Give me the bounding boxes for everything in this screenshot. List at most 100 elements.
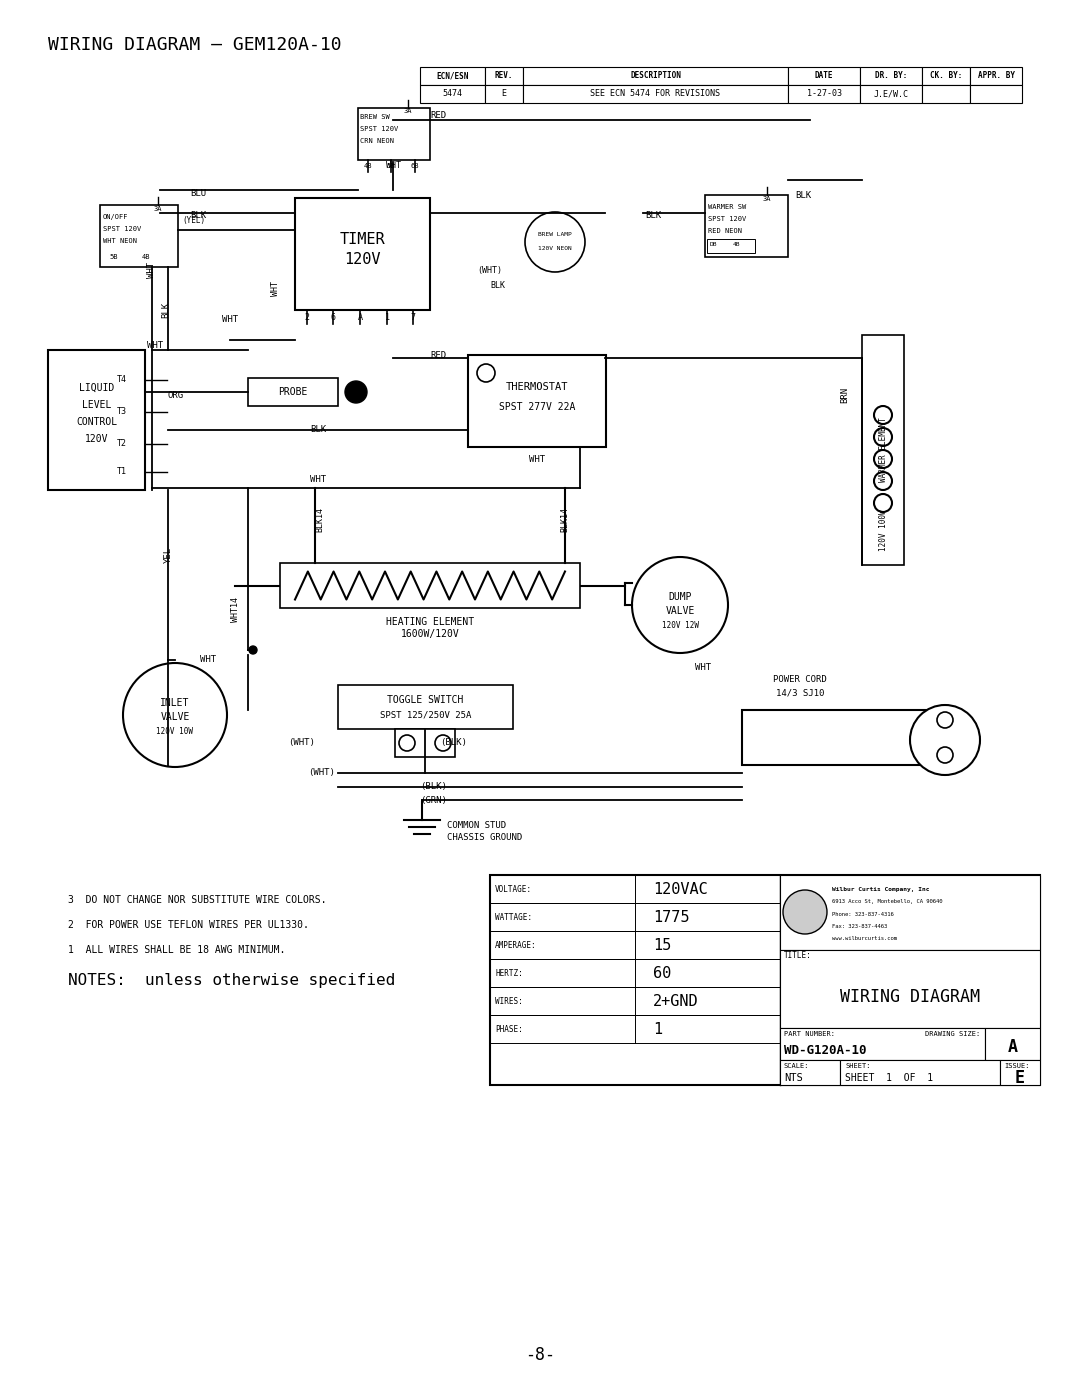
- Text: BRN: BRN: [840, 387, 849, 404]
- Text: ECN/ESN: ECN/ESN: [436, 71, 469, 81]
- Bar: [780, 1028, 985, 1060]
- Text: 6: 6: [330, 313, 336, 323]
- Text: LIQUID: LIQUID: [79, 383, 114, 393]
- Text: 1  ALL WIRES SHALL BE 18 AWG MINIMUM.: 1 ALL WIRES SHALL BE 18 AWG MINIMUM.: [68, 944, 285, 956]
- Text: WHT: WHT: [270, 281, 280, 296]
- Text: WHT: WHT: [310, 475, 326, 485]
- Text: RED: RED: [430, 351, 446, 359]
- Text: WHT: WHT: [529, 454, 545, 464]
- Bar: [100, 205, 178, 267]
- Text: (BLK): (BLK): [420, 782, 447, 792]
- Text: 1600W/120V: 1600W/120V: [401, 629, 459, 638]
- Text: A: A: [357, 313, 363, 323]
- Text: 6B: 6B: [410, 163, 419, 169]
- Text: 3A: 3A: [154, 205, 162, 212]
- Text: REV.: REV.: [495, 71, 513, 81]
- Text: INLET: INLET: [160, 698, 190, 708]
- Text: RED: RED: [430, 110, 446, 120]
- Bar: [1000, 1060, 1040, 1085]
- Text: 5474: 5474: [443, 89, 462, 99]
- Text: AMPERAGE:: AMPERAGE:: [495, 940, 537, 950]
- Text: WHT NEON: WHT NEON: [103, 237, 137, 244]
- Bar: [490, 902, 780, 930]
- Text: 4B: 4B: [364, 163, 373, 169]
- Text: 2+GND: 2+GND: [653, 993, 699, 1009]
- Bar: [523, 85, 788, 103]
- Bar: [357, 108, 430, 161]
- Text: SPST 277V 22A: SPST 277V 22A: [499, 402, 576, 412]
- Text: SCALE:: SCALE:: [784, 1063, 810, 1069]
- Text: BLK14: BLK14: [315, 507, 324, 532]
- Bar: [420, 67, 485, 85]
- Bar: [48, 351, 145, 490]
- Text: 5B: 5B: [110, 254, 118, 260]
- Text: (YEL): (YEL): [183, 215, 205, 225]
- Text: 6913 Acco St, Montebello, CA 90640: 6913 Acco St, Montebello, CA 90640: [832, 900, 943, 904]
- Bar: [922, 67, 970, 85]
- Text: VALVE: VALVE: [160, 712, 190, 722]
- Text: WD-G120A-10: WD-G120A-10: [784, 1044, 866, 1056]
- Bar: [490, 930, 780, 958]
- Text: APPR. BY: APPR. BY: [977, 71, 1014, 81]
- Text: -8-: -8-: [525, 1345, 555, 1363]
- Text: BREW SW: BREW SW: [360, 115, 390, 120]
- Bar: [490, 988, 780, 1016]
- Text: WHT: WHT: [221, 316, 238, 324]
- Text: DESCRIPTION: DESCRIPTION: [630, 71, 680, 81]
- Circle shape: [123, 664, 227, 767]
- Bar: [490, 875, 1040, 1085]
- Text: TIMER: TIMER: [340, 232, 386, 247]
- Circle shape: [525, 212, 585, 272]
- Text: THERMOSTAT: THERMOSTAT: [505, 381, 568, 393]
- Text: 120V NEON: 120V NEON: [538, 246, 572, 250]
- Text: WHT: WHT: [386, 161, 401, 169]
- Bar: [468, 355, 606, 447]
- Text: T3: T3: [117, 408, 127, 416]
- Bar: [490, 875, 780, 902]
- Text: 120V: 120V: [84, 434, 108, 444]
- Text: WHT14: WHT14: [230, 598, 240, 623]
- Bar: [705, 196, 788, 257]
- Bar: [490, 958, 780, 988]
- Text: TITLE:: TITLE:: [784, 951, 812, 961]
- Text: 60: 60: [653, 965, 672, 981]
- Text: 120V 100W: 120V 100W: [878, 509, 888, 550]
- Text: SPST 120V: SPST 120V: [103, 226, 141, 232]
- Text: VOLTAGE:: VOLTAGE:: [495, 884, 532, 894]
- Bar: [970, 67, 1022, 85]
- Text: HEATING ELEMENT: HEATING ELEMENT: [386, 617, 474, 627]
- Text: 120V 10W: 120V 10W: [157, 726, 193, 735]
- Text: CRN NEON: CRN NEON: [360, 138, 394, 144]
- Text: (WHT): (WHT): [308, 768, 335, 778]
- Text: 1-27-03: 1-27-03: [807, 89, 841, 99]
- Bar: [780, 875, 1040, 950]
- Bar: [420, 85, 485, 103]
- Bar: [742, 710, 937, 766]
- Text: NOTES:  unless otherwise specified: NOTES: unless otherwise specified: [68, 972, 395, 988]
- Text: 4B: 4B: [733, 243, 741, 247]
- Text: SPST 120V: SPST 120V: [360, 126, 399, 131]
- Text: T2: T2: [117, 440, 127, 448]
- Text: Wilbur Curtis Company, Inc: Wilbur Curtis Company, Inc: [832, 887, 930, 893]
- Text: BREW LAMP: BREW LAMP: [538, 232, 572, 237]
- Text: WHT: WHT: [200, 655, 216, 665]
- Text: Phone: 323-837-4316: Phone: 323-837-4316: [832, 911, 894, 916]
- Bar: [922, 85, 970, 103]
- Text: 2  FOR POWER USE TEFLON WIRES PER UL1330.: 2 FOR POWER USE TEFLON WIRES PER UL1330.: [68, 921, 309, 930]
- Text: Fax: 323-837-4463: Fax: 323-837-4463: [832, 923, 888, 929]
- Circle shape: [937, 712, 953, 728]
- Bar: [788, 85, 860, 103]
- Text: HERTZ:: HERTZ:: [495, 968, 523, 978]
- Text: SEE ECN 5474 FOR REVISIONS: SEE ECN 5474 FOR REVISIONS: [591, 89, 720, 99]
- Text: CONTROL: CONTROL: [76, 416, 117, 427]
- Bar: [860, 85, 922, 103]
- Bar: [985, 1028, 1040, 1060]
- Text: SPST 120V: SPST 120V: [708, 217, 746, 222]
- Text: WIRING DIAGRAM: WIRING DIAGRAM: [840, 988, 980, 1006]
- Text: 2: 2: [305, 313, 310, 323]
- Bar: [523, 67, 788, 85]
- Bar: [707, 239, 755, 253]
- Text: WIRES:: WIRES:: [495, 996, 523, 1006]
- Bar: [38, 54, 1042, 1301]
- Bar: [788, 67, 860, 85]
